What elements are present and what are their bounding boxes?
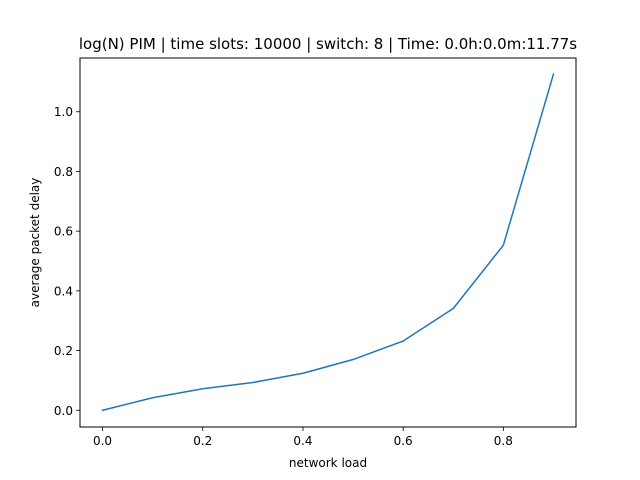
x-tick-label: 0.8 — [494, 434, 513, 448]
y-axis: 0.0 0.2 0.4 0.6 0.8 1.0 — [54, 105, 80, 418]
y-tick-label: 1.0 — [54, 105, 73, 119]
axes-frame — [79, 57, 577, 428]
y-tick-label: 0.2 — [54, 344, 73, 358]
x-tick-label: 0.4 — [293, 434, 312, 448]
x-axis-label: network load — [289, 456, 367, 470]
y-tick-label: 0.4 — [54, 284, 73, 298]
y-tick-label: 0.0 — [54, 404, 73, 418]
y-axis-label: average packet delay — [28, 178, 42, 308]
plot-area — [101, 73, 555, 412]
x-axis: 0.0 0.2 0.4 0.6 0.8 — [93, 427, 513, 448]
x-tick-label: 0.6 — [394, 434, 413, 448]
x-tick-label: 0.0 — [93, 434, 112, 448]
series-line-0 — [101, 73, 555, 412]
x-tick-label: 0.2 — [193, 434, 212, 448]
y-tick-label: 0.6 — [54, 225, 73, 239]
y-tick-label: 0.8 — [54, 165, 73, 179]
chart-title: log(N) PIM | time slots: 10000 | switch:… — [79, 35, 577, 53]
